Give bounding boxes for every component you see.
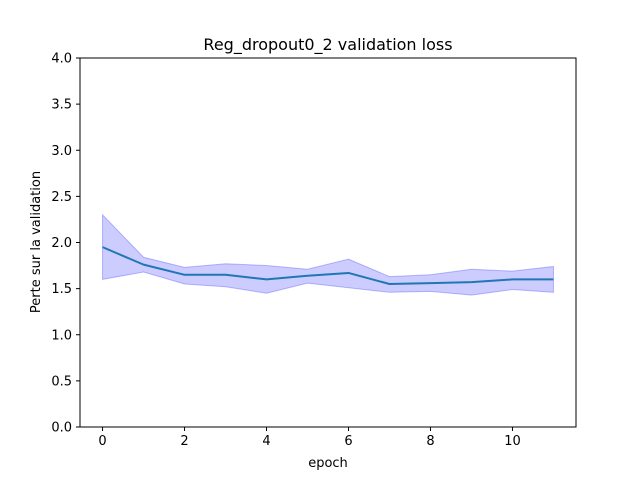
y-tick-label: 2.5 [51,190,72,205]
y-tick-label: 4.0 [51,52,72,67]
confidence-band [102,213,554,296]
series-line-layer [102,246,554,286]
x-tick-label: 8 [426,434,434,449]
y-tick-label: 1.5 [51,282,72,297]
y-tick-label: 0.5 [51,374,72,389]
y-tick-label: 2.0 [51,236,72,251]
x-tick-label: 0 [98,434,106,449]
y-axis-ticks: 0.0 0.5 1.0 1.5 2.0 2.5 3.0 3.5 4.0 [51,52,80,436]
x-tick-label: 4 [262,434,270,449]
y-axis-label: Perte sur la validation [29,171,44,313]
confidence-band-layer [102,213,554,296]
x-tick-label: 6 [344,434,352,449]
x-tick-label: 2 [180,434,188,449]
y-tick-label: 3.0 [51,144,72,159]
y-tick-label: 0.0 [51,421,72,436]
series-line [102,246,554,286]
x-tick-label: 10 [504,434,521,449]
x-axis-label: epoch [308,456,348,471]
plot-frame [79,57,577,428]
x-axis-ticks: 0 2 4 6 8 10 [98,427,521,449]
y-tick-label: 3.5 [51,98,72,113]
chart-title: Reg_dropout0_2 validation loss [203,35,452,55]
y-tick-label: 1.0 [51,328,72,343]
